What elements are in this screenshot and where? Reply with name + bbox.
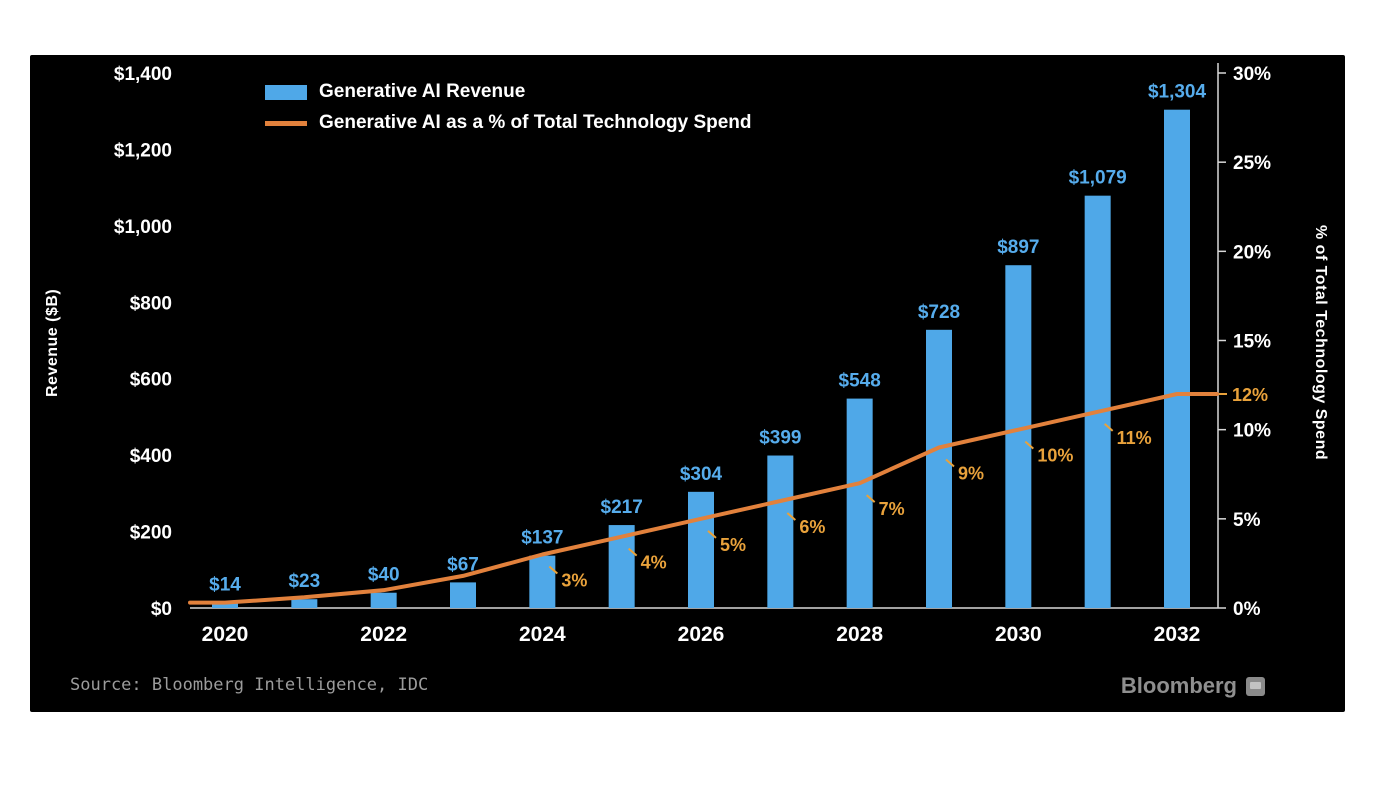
bar-value-label: $897 xyxy=(997,237,1039,258)
pct-label-connector xyxy=(1024,440,1034,450)
left-axis-tick-label: $600 xyxy=(130,370,172,391)
legend-swatch-bar-icon xyxy=(265,84,307,100)
right-axis-title: % of Total Technology Spend xyxy=(1312,224,1329,461)
pct-label-connector xyxy=(945,458,955,468)
legend-swatch-line-icon xyxy=(265,120,307,126)
pct-label-connector xyxy=(786,512,796,521)
bar-value-label: $137 xyxy=(521,528,563,549)
x-axis-tick-label: 2020 xyxy=(202,623,249,646)
x-axis-tick-label: 2022 xyxy=(360,623,407,646)
x-axis-tick-label: 2032 xyxy=(1154,623,1201,646)
pct-value-label: 9% xyxy=(958,464,984,484)
right-axis-tick-label: 0% xyxy=(1233,599,1261,620)
bar-value-label: $1,079 xyxy=(1069,168,1127,189)
pct-value-label: 4% xyxy=(641,553,667,573)
left-axis-tick-label: $0 xyxy=(151,599,172,620)
x-axis-tick-label: 2030 xyxy=(995,623,1042,646)
pct-label-connector xyxy=(548,565,558,575)
chart-panel: $0 $200 $400 $600 $800 $1,000 $1,200 $1,400 0% 5%… xyxy=(30,55,1345,712)
right-axis-tick-label: 20% xyxy=(1233,242,1271,263)
x-axis-tick-label: 2026 xyxy=(678,623,725,646)
bar-value-label: $217 xyxy=(601,497,643,518)
left-axis-tick-label: $400 xyxy=(130,446,172,467)
bar-2021 xyxy=(291,599,318,608)
pct-value-label: 12% xyxy=(1232,385,1268,405)
pct-label-connector xyxy=(628,547,638,557)
x-axis-tick-label: 2028 xyxy=(836,623,883,646)
left-axis-tick-label: $800 xyxy=(130,293,172,314)
left-axis-tick-label: $200 xyxy=(130,523,172,544)
pct-label-connector xyxy=(1104,423,1114,432)
bar-2029 xyxy=(926,329,952,608)
pct-value-label: 10% xyxy=(1037,446,1073,466)
bar-2024 xyxy=(529,555,556,608)
bar-2032 xyxy=(1164,109,1190,608)
brand-text: Bloomberg xyxy=(1120,673,1237,698)
pct-value-label: 11% xyxy=(1117,428,1152,448)
source-text: Source: Bloomberg Intelligence, IDC xyxy=(70,675,429,695)
pct-label-connector xyxy=(707,530,717,539)
bar-value-label: $14 xyxy=(209,575,241,596)
bloomberg-brand: Bloomberg xyxy=(1121,673,1265,699)
right-axis-tick-label: 10% xyxy=(1233,421,1271,442)
bar-value-label: $728 xyxy=(918,302,960,323)
bar-2023 xyxy=(450,582,476,608)
pct-value-label: 6% xyxy=(799,517,825,537)
bar-2027 xyxy=(767,455,794,608)
right-axis-tick-label: 15% xyxy=(1233,332,1271,353)
legend-item-revenue: Generative AI Revenue xyxy=(265,81,752,103)
bloomberg-logo-icon xyxy=(1246,676,1265,696)
bar-2020 xyxy=(212,602,238,608)
pct-label-connector xyxy=(866,494,876,503)
chart-svg: $0 $200 $400 $600 $800 $1,000 $1,200 $1,400 0% 5%… xyxy=(114,63,1271,646)
x-axis-tick-label: 2024 xyxy=(519,623,566,646)
right-axis-tick-label: 30% xyxy=(1233,64,1271,85)
percent-line xyxy=(188,392,1219,605)
pct-value-label: 7% xyxy=(879,499,905,519)
bar-2030 xyxy=(1005,265,1032,608)
legend: Generative AI Revenue Generative AI as a… xyxy=(265,81,752,143)
left-axis-tick-label: $1,400 xyxy=(114,64,172,85)
right-axis-tick-label: 25% xyxy=(1233,153,1271,174)
bar-value-label: $1,304 xyxy=(1148,82,1207,103)
legend-label-percent: Generative AI as a % of Total Technology… xyxy=(319,112,752,133)
bar-value-label: $399 xyxy=(759,428,801,449)
right-axis-tick-label: 5% xyxy=(1233,510,1261,531)
bar-2026 xyxy=(688,491,714,608)
legend-item-percent: Generative AI as a % of Total Technology… xyxy=(265,112,752,134)
bar-2028 xyxy=(846,398,873,608)
left-axis-title: Revenue ($B) xyxy=(44,288,61,397)
bar-value-label: $304 xyxy=(680,464,723,485)
bar-value-label: $548 xyxy=(839,371,881,392)
bar-value-label: $40 xyxy=(368,565,400,586)
bar-value-label: $67 xyxy=(447,554,479,575)
bar-2031 xyxy=(1084,195,1111,609)
left-axis-tick-label: $1,000 xyxy=(114,217,172,238)
bar-2022 xyxy=(370,592,397,608)
bar-value-label: $23 xyxy=(288,571,320,592)
pct-value-label: 5% xyxy=(720,535,746,555)
legend-label-revenue: Generative AI Revenue xyxy=(319,81,526,102)
pct-value-label: 3% xyxy=(561,571,587,591)
left-axis-tick-label: $1,200 xyxy=(114,140,172,161)
